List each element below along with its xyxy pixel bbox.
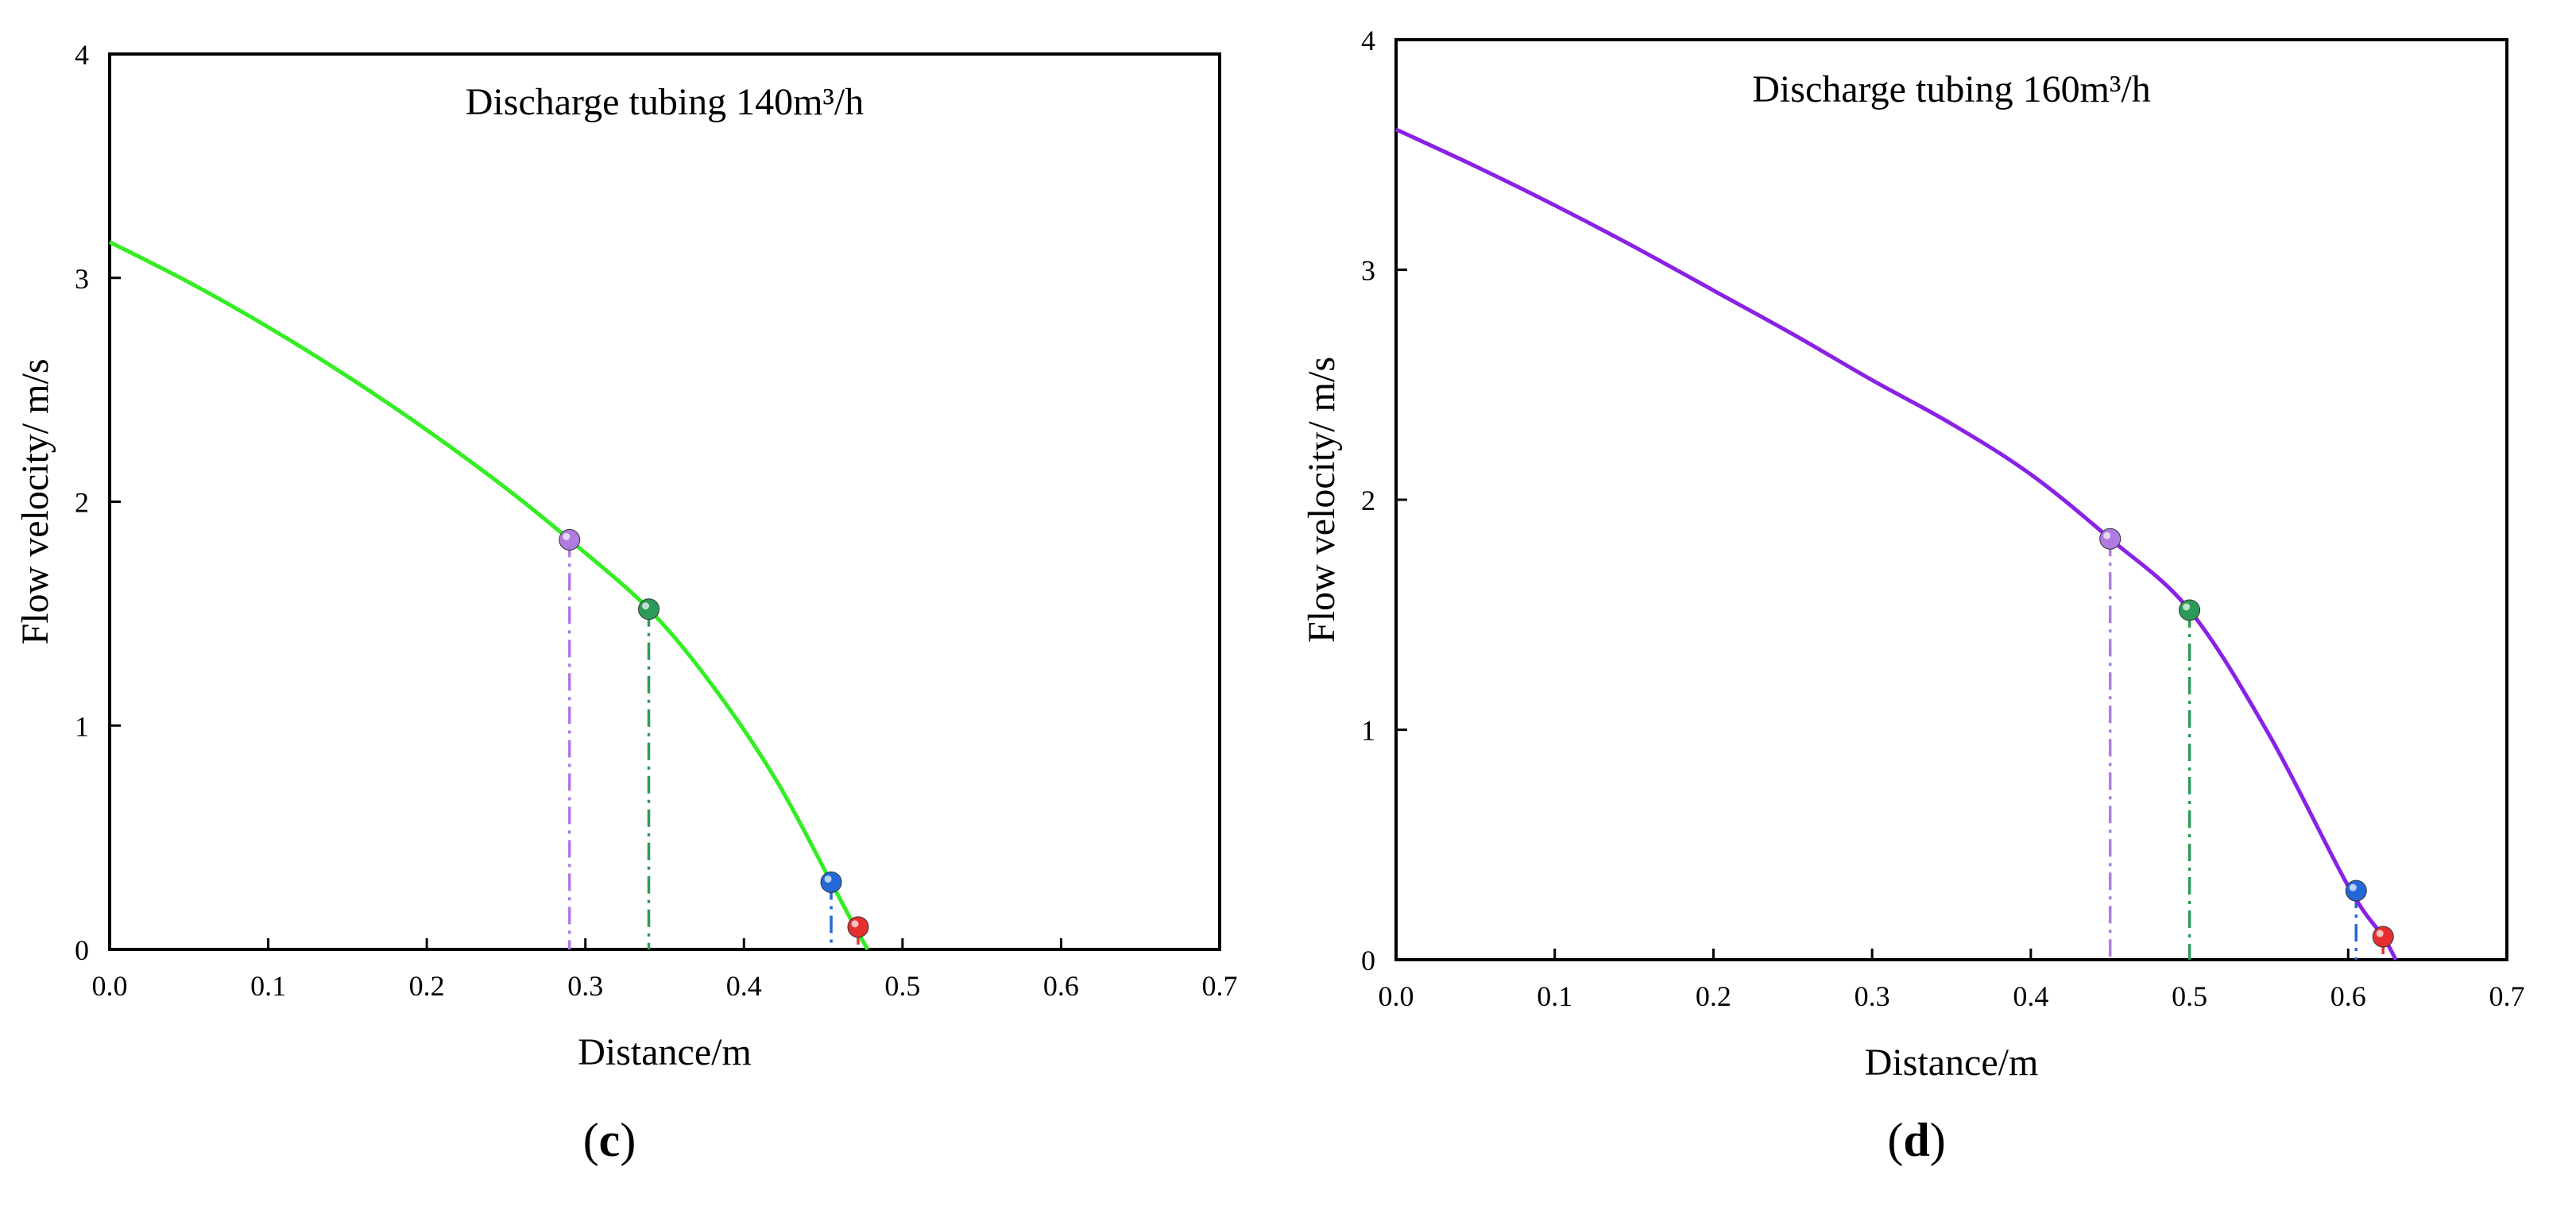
series-line xyxy=(1394,127,2398,961)
marker-highlight xyxy=(824,875,832,883)
y-axis-title: Flow velocity/ m/s xyxy=(1301,357,1343,643)
plot-frame xyxy=(1394,38,2508,961)
x-tick-label: 0.5 xyxy=(2172,980,2207,1012)
marker-point xyxy=(2372,926,2394,948)
x-tick-label: 0.7 xyxy=(1202,970,1238,1002)
series-line xyxy=(108,240,870,951)
y-tick-label: 3 xyxy=(1361,255,1375,287)
marker-point xyxy=(820,871,842,893)
x-tick-label: 0.6 xyxy=(2330,980,2366,1012)
y-tick-label: 3 xyxy=(75,263,89,295)
axis-ticks: 0.0 0.1 0.2 0.3 0.4 0.5 0.6 0.7 0 1 2 3 4 xyxy=(1361,25,2525,1012)
x-tick-label: 0.1 xyxy=(1537,980,1572,1012)
marker-highlight xyxy=(2183,603,2191,611)
marker-highlight xyxy=(2349,883,2357,891)
marker-highlight xyxy=(851,920,859,928)
chart-panel-d: 0.0 0.1 0.2 0.3 0.4 0.5 0.6 0.7 0 1 2 3 4 Discharge … xyxy=(1301,25,2525,1084)
panel-label-c: (c) xyxy=(583,1114,636,1166)
x-tick-label: 0.0 xyxy=(1379,980,1414,1012)
x-tick-label: 0.0 xyxy=(92,970,128,1002)
marker-highlight xyxy=(2376,930,2384,937)
marker-point xyxy=(2179,599,2201,621)
x-tick-label: 0.4 xyxy=(2013,980,2048,1012)
x-axis-title: Distance/m xyxy=(1865,1042,2039,1084)
y-tick-label: 1 xyxy=(1361,715,1375,747)
marker-point xyxy=(2345,879,2367,902)
y-tick-label: 4 xyxy=(75,39,89,71)
y-tick-label: 1 xyxy=(75,710,89,742)
marker-points xyxy=(559,528,869,938)
y-tick-label: 4 xyxy=(1361,25,1375,56)
x-tick-label: 0.2 xyxy=(1696,980,1731,1012)
panel-label-d: (d) xyxy=(1887,1114,1945,1166)
x-tick-label: 0.2 xyxy=(409,970,445,1002)
plot-frame xyxy=(108,52,1221,951)
marker-point xyxy=(847,916,869,938)
x-tick-label: 0.4 xyxy=(726,970,762,1002)
marker-point xyxy=(638,598,660,620)
droplines xyxy=(568,539,860,949)
axis-ticks: 0.0 0.1 0.2 0.3 0.4 0.5 0.6 0.7 0 1 2 3 4 xyxy=(75,39,1238,1002)
y-tick-label: 2 xyxy=(75,487,89,519)
x-tick-label: 0.1 xyxy=(250,970,286,1002)
marker-highlight xyxy=(2103,531,2111,539)
marker-point xyxy=(2099,528,2122,550)
chart-title: Discharge tubing 160m³/h xyxy=(1752,68,2150,110)
marker-highlight xyxy=(642,602,650,610)
marker-points xyxy=(2099,528,2394,948)
x-tick-label: 0.7 xyxy=(2489,980,2525,1012)
x-tick-label: 0.6 xyxy=(1043,970,1079,1002)
x-axis-title: Distance/m xyxy=(578,1031,752,1073)
y-tick-label: 0 xyxy=(75,934,89,966)
y-tick-label: 2 xyxy=(1361,485,1375,516)
chart-panel-c: 0.0 0.1 0.2 0.3 0.4 0.5 0.6 0.7 0 1 2 3 4 Discharge … xyxy=(14,39,1238,1073)
x-tick-label: 0.5 xyxy=(884,970,920,1002)
marker-highlight xyxy=(563,532,571,540)
y-axis-title: Flow velocity/ m/s xyxy=(14,359,56,645)
marker-point xyxy=(559,528,581,551)
x-tick-label: 0.3 xyxy=(567,970,603,1002)
y-tick-label: 0 xyxy=(1361,945,1375,976)
x-tick-label: 0.3 xyxy=(1855,980,1890,1012)
droplines xyxy=(2108,539,2385,960)
chart-title: Discharge tubing 140m³/h xyxy=(466,81,864,123)
